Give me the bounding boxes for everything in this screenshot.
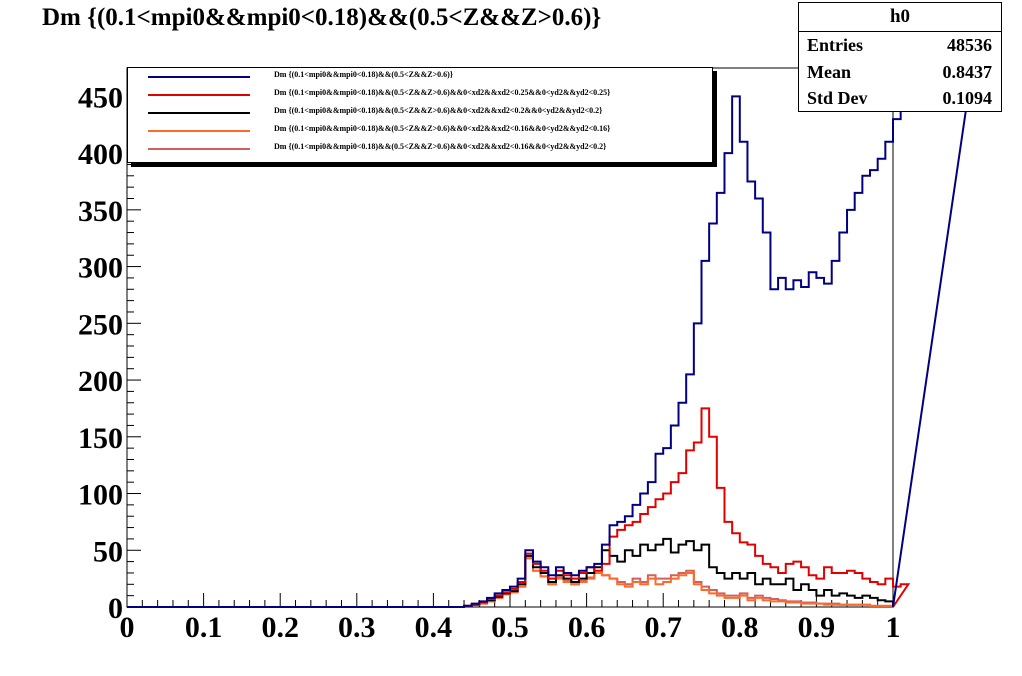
stats-label-mean: Mean <box>807 61 851 82</box>
y-tick-label: 150 <box>78 422 123 455</box>
legend-entry: Dm {(0.1<mpi0&&mpi0<0.18)&&(0.5<Z&&Z>0.6… <box>128 140 712 158</box>
legend: Dm {(0.1<mpi0&&mpi0<0.18)&&(0.5<Z&&Z>0.6… <box>127 67 713 163</box>
stats-label-entries: Entries <box>807 35 863 55</box>
stats-row-mean: Mean 0.8437 <box>799 59 1001 86</box>
plot-area <box>127 67 971 608</box>
legend-label: Dm {(0.1<mpi0&&mpi0<0.18)&&(0.5<Z&&Z>0.6… <box>274 88 611 97</box>
legend-line <box>148 76 250 78</box>
legend-label: Dm {(0.1<mpi0&&mpi0<0.18)&&(0.5<Z&&Z>0.6… <box>274 142 607 151</box>
legend-entry: Dm {(0.1<mpi0&&mpi0<0.18)&&(0.5<Z&&Z>0.6… <box>128 104 712 122</box>
legend-label: Dm {(0.1<mpi0&&mpi0<0.18)&&(0.5<Z&&Z>0.6… <box>274 70 453 79</box>
x-tick-label: 0.2 <box>261 611 299 644</box>
histogram-series-2 <box>127 537 894 608</box>
legend-line <box>148 130 250 132</box>
x-tick-label: 0.6 <box>568 611 606 644</box>
legend-entry: Dm {(0.1<mpi0&&mpi0<0.18)&&(0.5<Z&&Z>0.6… <box>128 68 712 86</box>
legend-entry: Dm {(0.1<mpi0&&mpi0<0.18)&&(0.5<Z&&Z>0.6… <box>128 122 712 140</box>
stats-value-stddev: 0.1094 <box>942 88 993 108</box>
y-tick-label: 350 <box>78 195 123 228</box>
y-tick-label: 100 <box>78 479 123 512</box>
y-tick-labels: 0 50 100 150 200 250 300 350 400 450 <box>78 81 123 625</box>
y-tick-label: 50 <box>93 535 123 568</box>
x-tick-label: 0.9 <box>798 611 836 644</box>
legend-label: Dm {(0.1<mpi0&&mpi0<0.18)&&(0.5<Z&&Z>0.6… <box>274 106 603 115</box>
x-tick-label: 0 <box>120 611 135 644</box>
stats-name: h0 <box>799 3 1001 32</box>
histogram-series-1 <box>127 407 911 608</box>
x-tick-label: 0.5 <box>491 611 529 644</box>
x-tick-label: 0.7 <box>644 611 682 644</box>
stats-row-entries: Entries 48536 <box>799 32 1001 59</box>
y-tick-label: 250 <box>78 308 123 341</box>
y-tick-label: 300 <box>78 252 123 285</box>
stats-label-stddev: Std Dev <box>807 88 868 108</box>
legend-line <box>148 148 250 150</box>
y-tick-label: 0 <box>108 592 123 625</box>
y-tick-label: 200 <box>78 365 123 398</box>
legend-line <box>148 94 250 96</box>
stats-value-mean: 0.8437 <box>942 61 993 82</box>
chart-title: Dm {(0.1<mpi0&&mpi0<0.18)&&(0.5<Z&&Z>0.6… <box>42 4 602 31</box>
histogram-series-3 <box>127 557 894 608</box>
y-tick-label: 400 <box>78 138 123 171</box>
x-tick-label: 1 <box>886 611 901 644</box>
y-tick-label: 450 <box>78 81 123 114</box>
histogram-series-0 <box>127 67 971 608</box>
stats-box: h0 Entries 48536 Mean 0.8437 Std Dev 0.1… <box>798 2 1002 112</box>
x-tick-labels: 0 0.1 0.2 0.3 0.4 0.5 0.6 0.7 0.8 0.9 1 <box>120 611 901 644</box>
x-tick-label: 0.1 <box>185 611 223 644</box>
stats-row-stddev: Std Dev 0.1094 <box>799 85 1001 112</box>
x-tick-label: 0.8 <box>721 611 759 644</box>
stats-value-entries: 48536 <box>947 35 992 55</box>
legend-label: Dm {(0.1<mpi0&&mpi0<0.18)&&(0.5<Z&&Z>0.6… <box>274 124 611 133</box>
legend-entry: Dm {(0.1<mpi0&&mpi0<0.18)&&(0.5<Z&&Z>0.6… <box>128 86 712 104</box>
legend-line <box>148 112 250 114</box>
x-tick-label: 0.3 <box>338 611 376 644</box>
x-tick-label: 0.4 <box>415 611 453 644</box>
